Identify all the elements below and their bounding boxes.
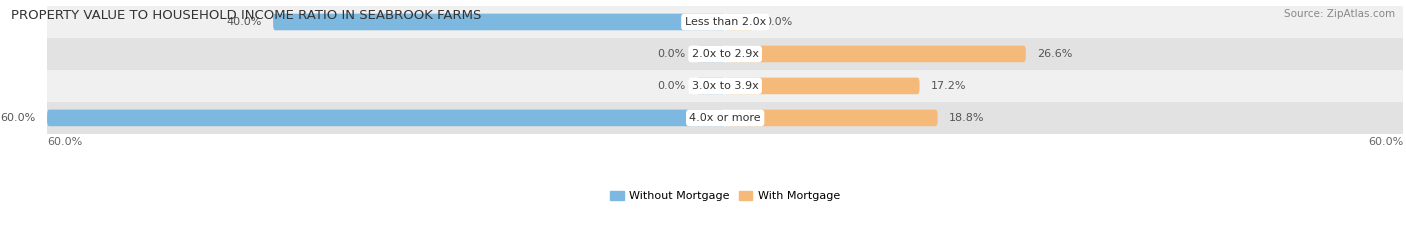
Text: 60.0%: 60.0% [48,137,83,147]
Bar [48,70,1403,102]
FancyBboxPatch shape [273,14,725,30]
Text: 18.8%: 18.8% [949,113,984,123]
FancyBboxPatch shape [725,14,754,30]
Text: Source: ZipAtlas.com: Source: ZipAtlas.com [1284,9,1395,19]
FancyBboxPatch shape [48,110,725,126]
Text: 0.0%: 0.0% [658,49,686,59]
FancyBboxPatch shape [697,46,725,62]
FancyBboxPatch shape [725,110,938,126]
Bar [48,102,1403,134]
FancyBboxPatch shape [725,78,920,94]
Text: 0.0%: 0.0% [658,81,686,91]
Text: 0.0%: 0.0% [765,17,793,27]
Text: 2.0x to 2.9x: 2.0x to 2.9x [692,49,759,59]
Bar [48,6,1403,38]
Text: 17.2%: 17.2% [931,81,966,91]
Text: 60.0%: 60.0% [0,113,35,123]
Text: PROPERTY VALUE TO HOUSEHOLD INCOME RATIO IN SEABROOK FARMS: PROPERTY VALUE TO HOUSEHOLD INCOME RATIO… [11,9,482,22]
Bar [48,38,1403,70]
FancyBboxPatch shape [725,46,1026,62]
Text: 4.0x or more: 4.0x or more [689,113,761,123]
Text: 3.0x to 3.9x: 3.0x to 3.9x [692,81,759,91]
FancyBboxPatch shape [697,78,725,94]
Text: 26.6%: 26.6% [1038,49,1073,59]
Text: 60.0%: 60.0% [1368,137,1403,147]
Text: Less than 2.0x: Less than 2.0x [685,17,766,27]
Text: 40.0%: 40.0% [226,17,262,27]
Legend: Without Mortgage, With Mortgage: Without Mortgage, With Mortgage [606,186,845,206]
